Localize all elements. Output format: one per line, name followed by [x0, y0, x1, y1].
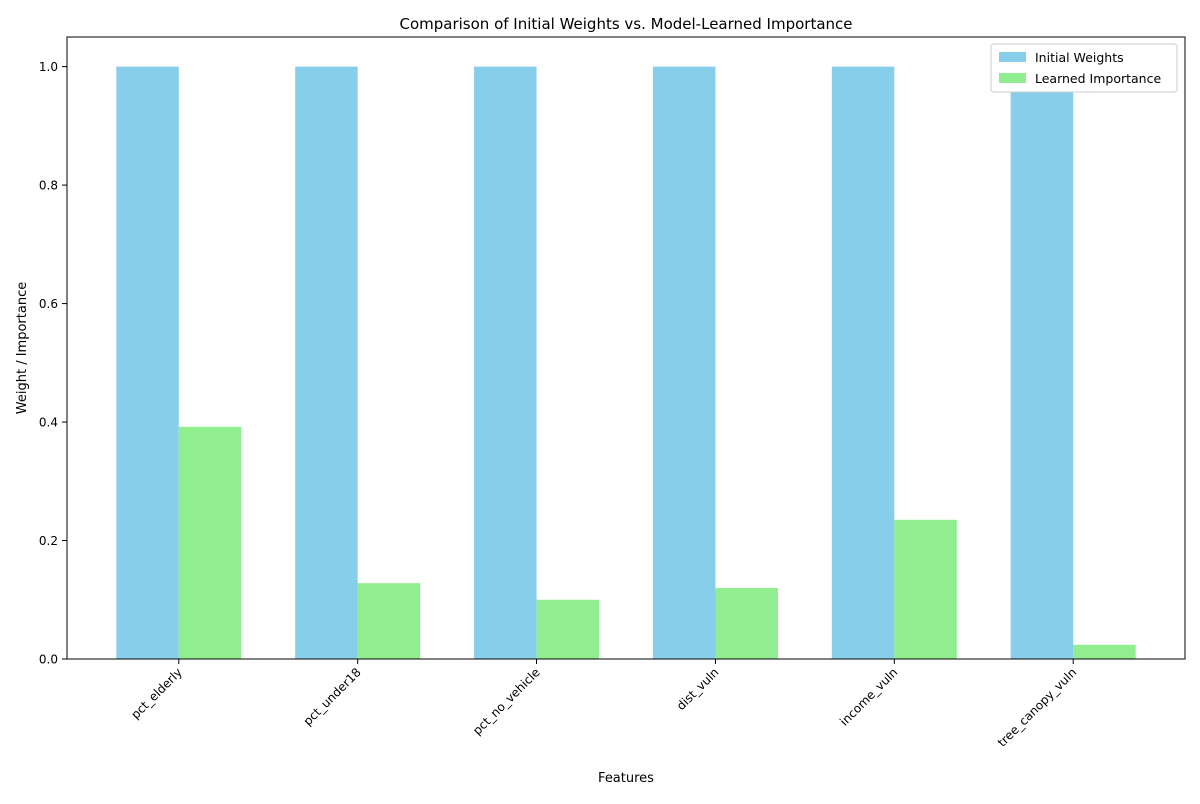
plot-frame [66, 36, 1186, 660]
y-tick-label: 0.6 [39, 297, 58, 311]
y-tick-label: 0.0 [39, 653, 58, 667]
bar-learned-dist_vuln [715, 587, 778, 659]
plot-area: 0.0 0.2 0.4 0.6 0.8 1.0 pct_elderly pct_under18… [39, 36, 1186, 750]
x-tick-label-pct_elderly: pct_elderly [128, 665, 185, 722]
legend: Initial Weights Learned Importance [990, 43, 1178, 93]
y-axis-label: Weight / Importance [15, 282, 30, 414]
x-tick-label-pct_no_vehicle: pct_no_vehicle [470, 665, 543, 738]
bar-initial-tree_canopy_vuln [1010, 66, 1074, 660]
y-tick-label: 0.4 [39, 416, 58, 430]
legend-frame [990, 43, 1178, 93]
legend-swatch-learned [999, 73, 1026, 83]
legend-label-initial: Initial Weights [1035, 50, 1124, 65]
bar-learned-tree_canopy_vuln [1073, 644, 1136, 659]
bar-initial-pct_under18 [295, 66, 358, 660]
legend-label-learned: Learned Importance [1035, 71, 1161, 86]
bar-initial-dist_vuln [652, 66, 716, 660]
bar-learned-pct_under18 [357, 583, 421, 659]
legend-swatch-initial [999, 52, 1026, 62]
x-tick-label-income_vuln: income_vuln [837, 665, 900, 728]
x-axis-label: Features [598, 771, 654, 786]
bar-initial-pct_elderly [116, 66, 179, 660]
bar-learned-pct_elderly [178, 426, 242, 659]
y-tick-label: 1.0 [39, 60, 58, 74]
bar-initial-pct_no_vehicle [474, 66, 537, 660]
y-tick-label: 0.2 [39, 534, 58, 548]
bar-learned-income_vuln [894, 519, 957, 659]
bar-initial-income_vuln [831, 66, 895, 660]
x-tick-label-pct_under18: pct_under18 [301, 665, 364, 728]
x-tick-label-tree_canopy_vuln: tree_canopy_vuln [995, 665, 1079, 749]
chart-title: Comparison of Initial Weights vs. Model-… [400, 15, 853, 33]
bar-learned-pct_no_vehicle [536, 599, 600, 659]
y-tick-label: 0.8 [39, 179, 58, 193]
x-tick-label-dist_vuln: dist_vuln [674, 665, 722, 713]
